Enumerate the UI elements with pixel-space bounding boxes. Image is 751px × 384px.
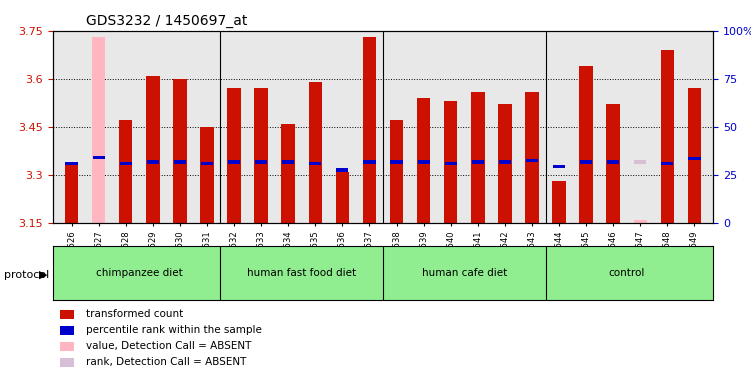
Bar [607, 160, 620, 164]
Bar [634, 220, 647, 223]
Bar [471, 91, 484, 223]
Bar [444, 101, 457, 223]
Bar [391, 160, 403, 164]
Bar [92, 156, 104, 159]
Text: control: control [608, 268, 645, 278]
Bar [526, 159, 538, 162]
Bar [445, 162, 457, 165]
Bar [579, 66, 593, 223]
Bar [363, 160, 376, 164]
Bar [173, 160, 186, 164]
Bar [146, 160, 159, 164]
Bar [499, 160, 511, 164]
Bar [228, 160, 240, 164]
Bar [390, 120, 403, 223]
Bar [553, 165, 566, 168]
Bar [363, 37, 376, 223]
Text: ▶: ▶ [39, 270, 47, 280]
Bar [282, 124, 295, 223]
Bar [282, 160, 294, 164]
Bar [662, 162, 674, 165]
Bar [552, 181, 566, 223]
Bar [309, 82, 322, 223]
Text: chimpanzee diet: chimpanzee diet [96, 268, 182, 278]
Bar [661, 50, 674, 223]
Bar [119, 120, 132, 223]
Bar [525, 91, 538, 223]
Bar [201, 162, 213, 165]
Text: human fast food diet: human fast food diet [247, 268, 356, 278]
Bar [228, 88, 241, 223]
Bar [418, 160, 430, 164]
Bar [146, 76, 159, 223]
Bar [689, 157, 701, 160]
Bar [119, 162, 131, 165]
Bar [309, 162, 321, 165]
Bar [92, 37, 105, 223]
Bar [65, 162, 77, 165]
Text: human cafe diet: human cafe diet [421, 268, 507, 278]
Bar [336, 168, 348, 172]
Bar [498, 104, 511, 223]
Text: transformed count: transformed count [86, 310, 183, 319]
Bar [201, 127, 214, 223]
Bar [417, 98, 430, 223]
Text: value, Detection Call = ABSENT: value, Detection Call = ABSENT [86, 341, 252, 351]
Bar [173, 79, 187, 223]
Bar [607, 104, 620, 223]
Bar [580, 160, 593, 164]
Bar [65, 162, 78, 223]
Bar [688, 88, 701, 223]
Text: GDS3232 / 1450697_at: GDS3232 / 1450697_at [86, 14, 247, 28]
Bar [255, 88, 268, 223]
Bar [255, 160, 267, 164]
Text: protocol: protocol [4, 270, 49, 280]
Bar [635, 160, 647, 164]
Bar [336, 172, 349, 223]
Text: rank, Detection Call = ABSENT: rank, Detection Call = ABSENT [86, 357, 247, 367]
Text: percentile rank within the sample: percentile rank within the sample [86, 325, 262, 335]
Bar [472, 160, 484, 164]
